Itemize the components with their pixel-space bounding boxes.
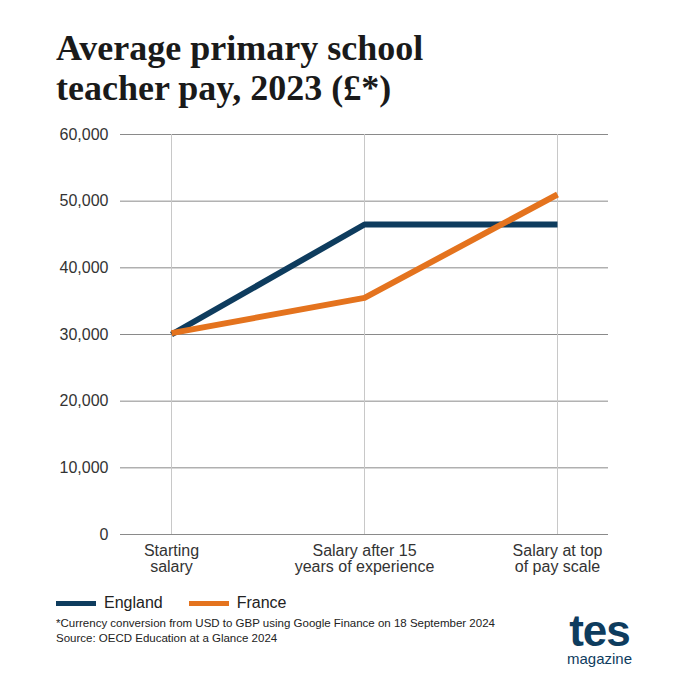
svg-text:60,000: 60,000 [60, 126, 109, 143]
html-text:Source: OECD Education at a Gl: Source: OECD Education at a Glance 2024 [56, 631, 278, 644]
svg-text:50,000: 50,000 [60, 192, 109, 209]
svg-text:30,000: 30,000 [60, 326, 109, 343]
svg-text:40,000: 40,000 [60, 259, 109, 276]
svg-text:10,000: 10,000 [60, 459, 109, 476]
svg-text:Salary at topof pay scale: Salary at topof pay scale [513, 542, 603, 575]
html-text:*Currency conversion from USD: *Currency conversion from USD to GBP usi… [56, 617, 495, 629]
html-text:tes: tes [569, 606, 630, 656]
svg-text:Startingsalary: Startingsalary [144, 542, 199, 575]
svg-text:0: 0 [100, 526, 109, 543]
html-text:England: England [104, 594, 163, 611]
html-text:France: France [236, 594, 287, 611]
svg-text:Salary after 15years of experi: Salary after 15years of experience [295, 542, 435, 575]
html-text:Average primary school teacher: Average primary school teacher pay, 2023… [56, 28, 424, 109]
svg-text:20,000: 20,000 [60, 392, 109, 409]
html-text:magazine: magazine [567, 650, 632, 667]
